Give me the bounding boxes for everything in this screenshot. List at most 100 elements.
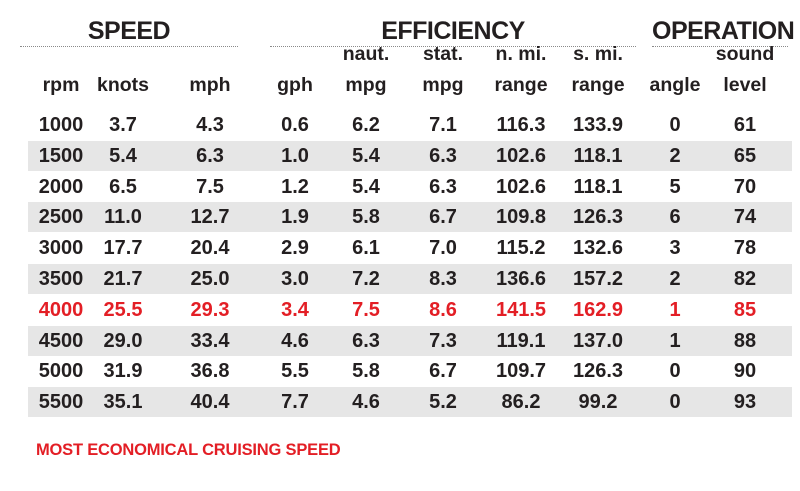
column-header-3-bottom: mph — [189, 74, 231, 96]
table-cell: 1000 — [38, 114, 84, 136]
table-cell: 102.6 — [495, 175, 547, 198]
group-title-efficiency: EFFICIENCY — [270, 16, 636, 47]
table-cell: 8.3 — [429, 268, 457, 290]
table-cell: 6.1 — [352, 237, 380, 260]
table-cell: 6 — [669, 206, 681, 229]
table-cell: 5.2 — [429, 391, 457, 414]
table-cell: 2 — [669, 144, 681, 167]
table-cell: 90 — [733, 360, 757, 383]
table-row: 1500 5.4 6.3 1.0 5.4 6.3 102.6 118.1 2 65 — [28, 140, 792, 171]
table-cell: 4.3 — [196, 114, 224, 136]
column-header-6-top: stat. — [422, 43, 464, 65]
table-cell: 0 — [669, 360, 681, 383]
table-cell: 7.3 — [429, 329, 457, 352]
table-cell: 102.6 — [495, 144, 547, 167]
column-header-7-top: n. mi. — [495, 43, 547, 65]
column-header-4-bottom: gph — [277, 74, 313, 96]
table-cell: 109.7 — [495, 360, 547, 383]
table-cell: 88 — [733, 329, 757, 352]
column-header-10-bottom: level — [723, 74, 767, 96]
table-cell: 7.5 — [352, 298, 380, 321]
table-cell: 7.1 — [429, 114, 457, 136]
table-cell: 2.9 — [281, 237, 309, 260]
table-cell: 6.5 — [109, 175, 137, 198]
table-cell: 115.2 — [496, 237, 546, 260]
table-cell: 136.6 — [495, 268, 547, 290]
column-header-2-bottom: knots — [96, 74, 149, 96]
table-cell: 5.8 — [352, 206, 380, 229]
table-cell: 126.3 — [572, 360, 624, 383]
table-cell: 1.0 — [281, 144, 309, 167]
table-row: 2500 11.0 12.7 1.9 5.8 6.7 109.8 126.3 6 74 — [28, 202, 792, 233]
table-row: 2000 6.5 7.5 1.2 5.4 6.3 102.6 118.1 5 70 — [28, 172, 792, 202]
table-cell: 6.2 — [352, 114, 380, 136]
table-cell: 40.4 — [190, 391, 230, 414]
table-cell: 61 — [733, 114, 757, 136]
table-cell: 118.1 — [573, 175, 623, 198]
table-cell: 17.7 — [103, 237, 143, 260]
table-cell: 6.3 — [429, 144, 457, 167]
table-cell: 126.3 — [572, 206, 624, 229]
table-cell: 3.4 — [281, 298, 309, 321]
column-header-5-bottom: mpg — [345, 74, 387, 96]
table-cell: 133.9 — [572, 114, 624, 136]
table-cell: 2 — [669, 268, 681, 290]
table-cell: 12.7 — [190, 206, 230, 229]
table-cell: 3.0 — [281, 268, 309, 290]
table-cell: 162.9 — [572, 298, 624, 321]
table-cell: 1500 — [38, 144, 84, 167]
table-cell: 7.5 — [196, 175, 224, 198]
table-cell: 6.3 — [429, 175, 457, 198]
table-cell: 35.1 — [103, 391, 143, 414]
table-cell: 7.2 — [352, 268, 380, 290]
table-cell: 1 — [669, 329, 681, 352]
table-row: 5500 35.1 40.4 7.7 4.6 5.2 86.2 99.2 0 93 — [28, 387, 792, 418]
table-cell: 6.7 — [429, 360, 457, 383]
table-cell: 2500 — [38, 206, 84, 229]
table-cell: 137.0 — [572, 329, 624, 352]
table-cell: 116.3 — [496, 114, 546, 136]
table-cell: 5.8 — [352, 360, 380, 383]
table-cell: 0.6 — [281, 114, 309, 136]
column-header-6-bottom: mpg — [422, 74, 464, 96]
table-cell: 86.2 — [501, 391, 541, 414]
table-row: 4000 25.5 29.3 3.4 7.5 8.6 141.5 162.9 1 85 — [28, 295, 792, 325]
table-cell: 132.6 — [572, 237, 624, 260]
table-cell: 119.1 — [496, 329, 546, 352]
table-cell: 29.0 — [103, 329, 143, 352]
table-cell: 99.2 — [578, 391, 618, 414]
table-cell: 3000 — [38, 237, 84, 260]
column-header-10-top: sound — [715, 43, 775, 65]
table-cell: 6.3 — [352, 329, 380, 352]
column-header-5-top: naut. — [342, 43, 390, 65]
table-cell: 0 — [669, 391, 681, 414]
table-cell: 118.1 — [573, 144, 623, 167]
table-row: 3500 21.7 25.0 3.0 7.2 8.3 136.6 157.2 2 82 — [28, 264, 792, 294]
table-cell: 7.0 — [429, 237, 457, 260]
table-cell: 3 — [669, 237, 681, 260]
table-cell: 8.6 — [429, 298, 457, 321]
table-cell: 25.5 — [103, 298, 143, 321]
table-cell: 5.5 — [281, 360, 309, 383]
table-cell: 82 — [733, 268, 757, 290]
table-cell: 65 — [733, 144, 757, 167]
table-cell: 1.9 — [281, 206, 309, 229]
group-title-operation: OPERATION — [652, 17, 795, 47]
column-header-8-bottom: range — [571, 74, 625, 96]
table-cell: 5.4 — [352, 175, 380, 198]
table-cell: 5 — [669, 175, 681, 198]
table-cell: 2000 — [38, 175, 84, 198]
table-row: 5000 31.9 36.8 5.5 5.8 6.7 109.7 126.3 0 90 — [28, 356, 792, 386]
column-header-9-bottom: angle — [649, 74, 701, 96]
table-cell: 7.7 — [281, 391, 309, 414]
table-cell: 4.6 — [352, 391, 380, 414]
table-cell: 93 — [733, 391, 757, 414]
table-cell: 5.4 — [109, 144, 137, 167]
table-cell: 29.3 — [190, 298, 230, 321]
column-header-8-top: s. mi. — [573, 43, 623, 65]
table-cell: 85 — [733, 298, 757, 321]
table-cell: 141.5 — [495, 298, 547, 321]
table-row: 1000 3.7 4.3 0.6 6.2 7.1 116.3 133.9 0 61 — [28, 110, 792, 140]
table-cell: 4500 — [38, 329, 84, 352]
table-cell: 6.3 — [196, 144, 224, 167]
